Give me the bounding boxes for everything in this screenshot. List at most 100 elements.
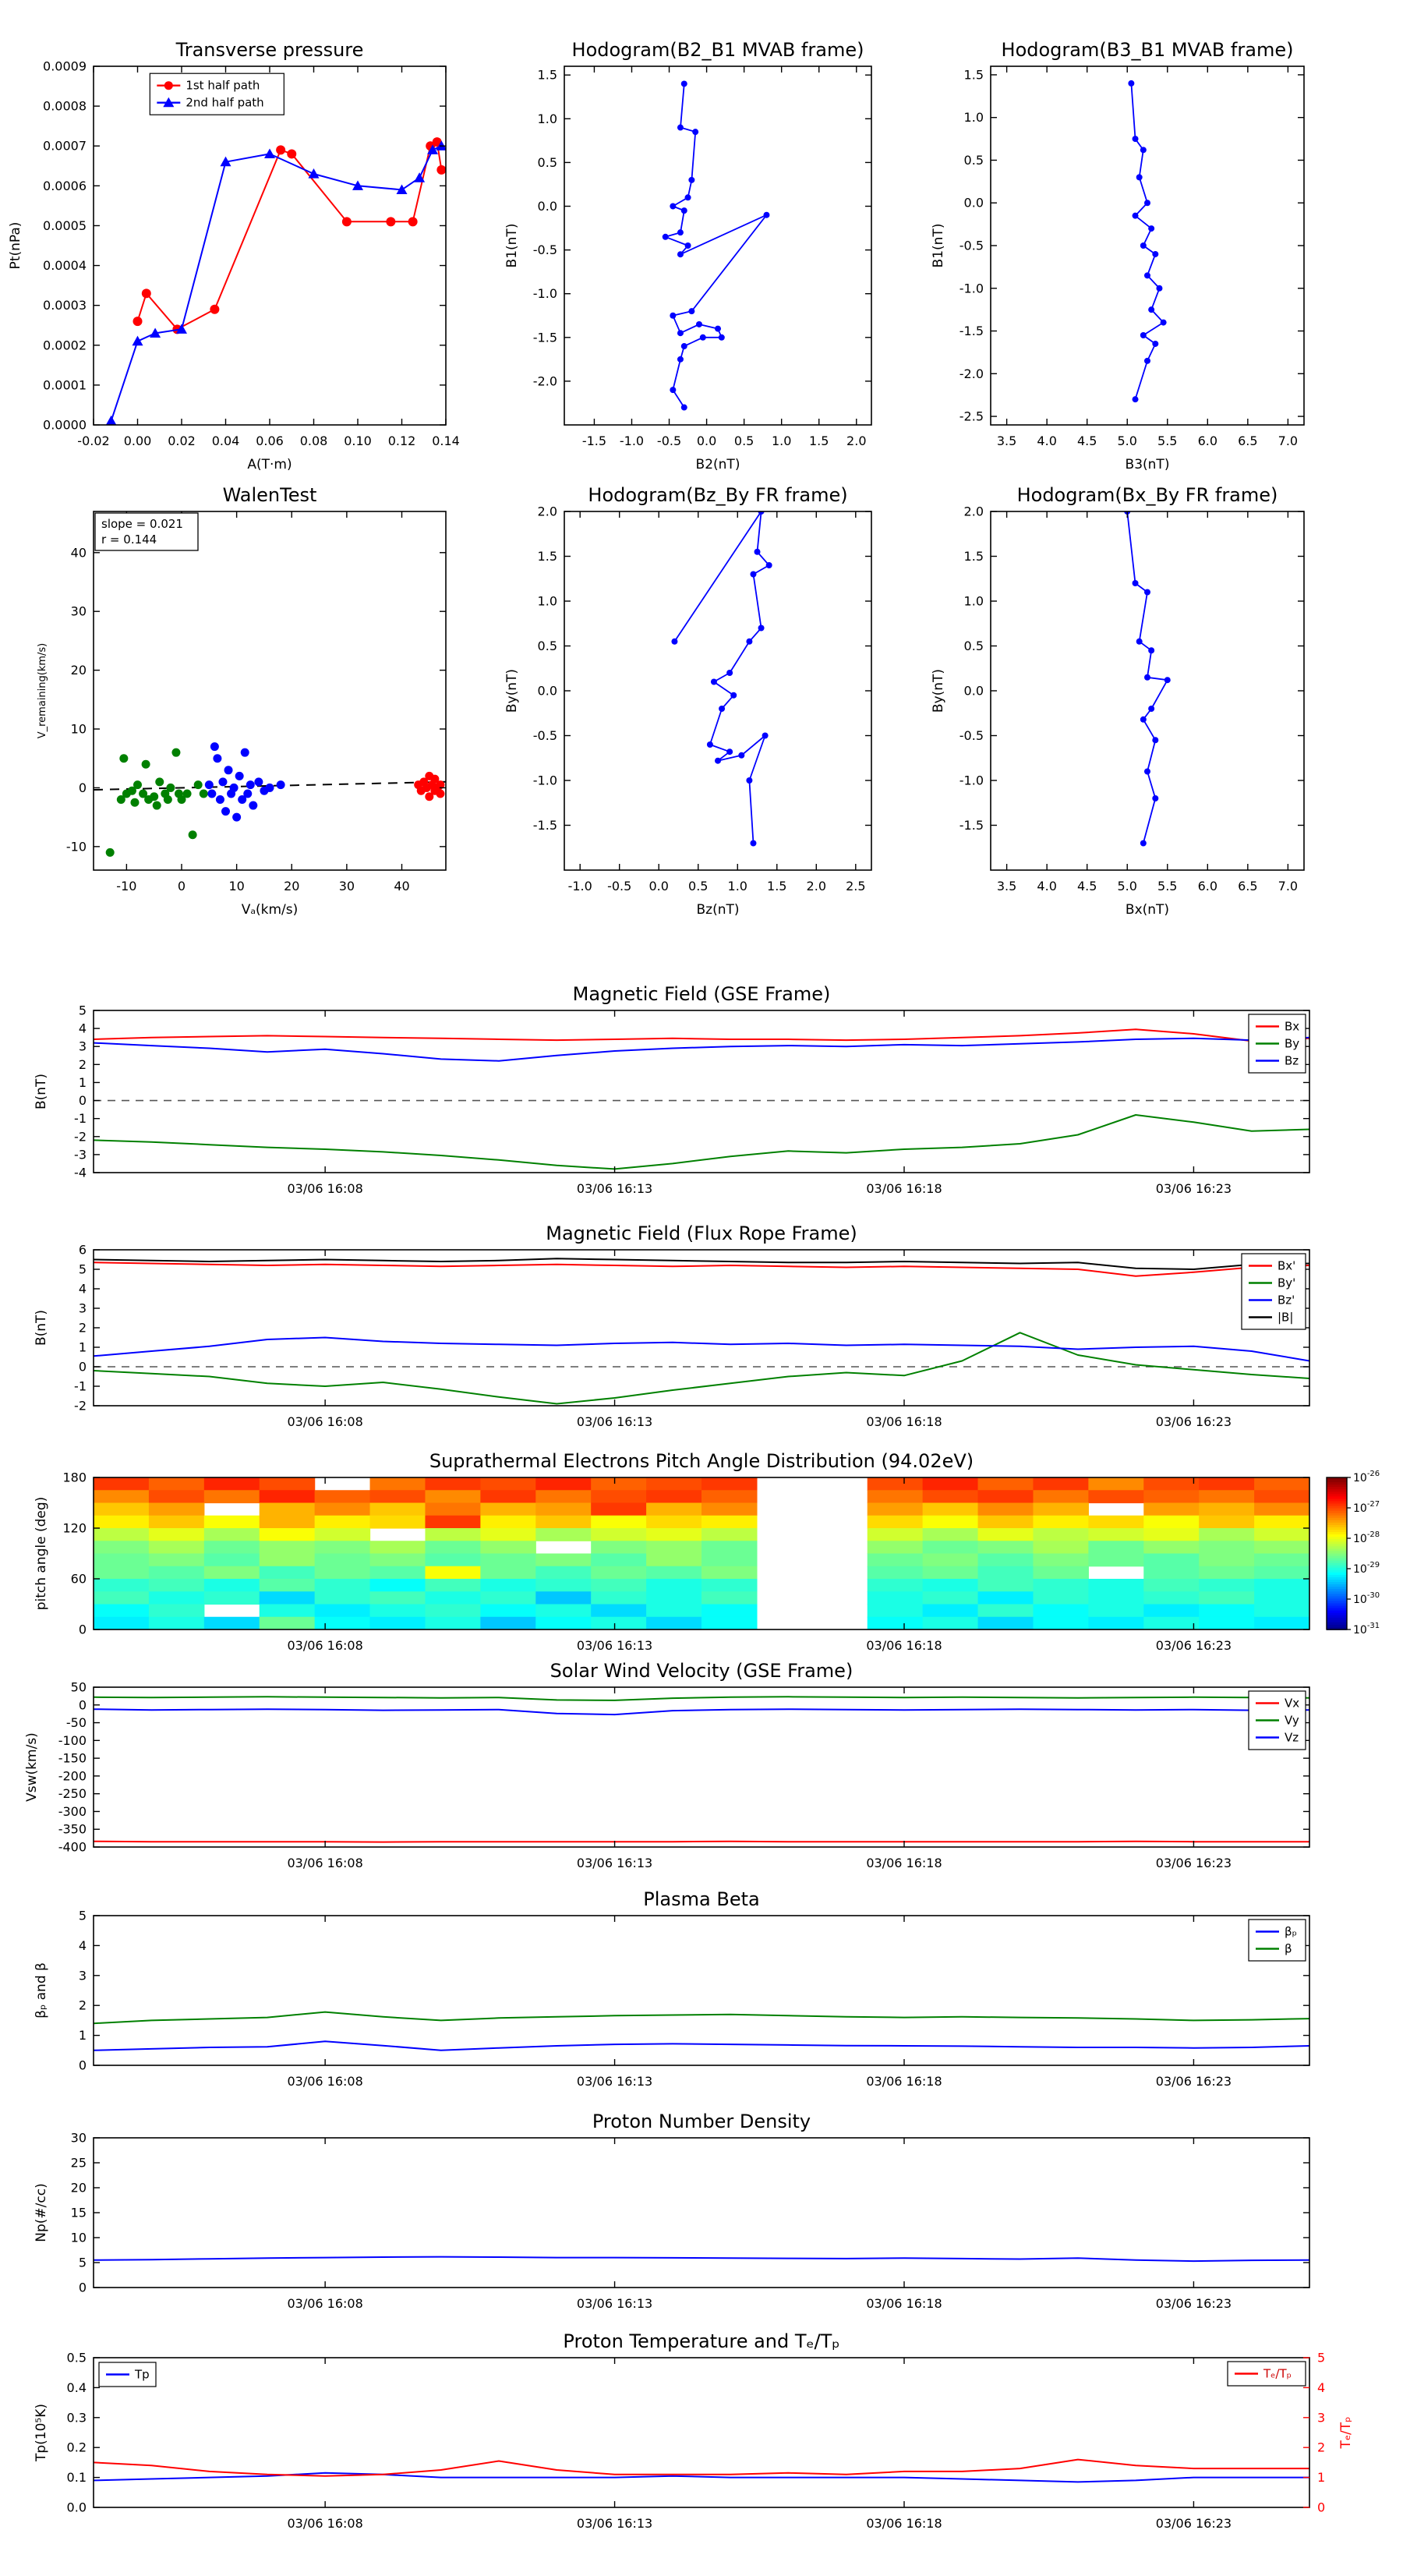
y-tick-label: 30 — [71, 604, 87, 619]
heatmap-cell — [1088, 1528, 1144, 1541]
marker — [193, 780, 203, 790]
x-tick-label: 0.5 — [734, 433, 754, 448]
marker — [436, 780, 445, 790]
marker — [436, 140, 446, 150]
x-tick-label: 5.5 — [1157, 433, 1177, 448]
y-tick-label: -2 — [74, 1129, 87, 1144]
marker — [276, 780, 285, 790]
right-tick-label: 0 — [1317, 2500, 1325, 2515]
colorbar-tick-label: 10-31 — [1353, 1622, 1380, 1637]
heatmap-cell — [535, 1591, 592, 1605]
heatmap-cell — [702, 1477, 758, 1491]
marker — [150, 327, 161, 338]
heatmap-cell — [94, 1604, 150, 1618]
y-tick-label: -1.0 — [533, 286, 557, 301]
heatmap-cell — [1143, 1553, 1200, 1567]
heatmap-cell — [1199, 1515, 1255, 1529]
x-tick-label: -0.5 — [657, 433, 681, 448]
legend-box — [149, 73, 284, 115]
marker — [408, 217, 418, 227]
heatmap-cell — [1088, 1616, 1144, 1629]
plot-area — [94, 742, 446, 857]
panel-title: Magnetic Field (Flux Rope Frame) — [546, 1223, 857, 1244]
heatmap-cell — [702, 1541, 758, 1555]
x-tick-label: 3.5 — [997, 433, 1016, 448]
marker — [677, 330, 684, 337]
heatmap-cell — [425, 1553, 481, 1567]
heatmap-cell — [94, 1566, 150, 1580]
marker — [677, 229, 684, 236]
heatmap-cell — [1199, 1566, 1255, 1580]
heatmap-cell — [977, 1515, 1034, 1529]
heatmap-cell — [535, 1616, 592, 1629]
y-tick-label: 0.0005 — [43, 218, 87, 233]
heatmap-cell — [977, 1579, 1034, 1592]
marker — [352, 180, 363, 190]
heatmap-cell — [480, 1616, 536, 1629]
heatmap-cell — [148, 1553, 205, 1567]
y-tick-label: 1.5 — [964, 67, 984, 82]
heatmap-cell — [867, 1566, 924, 1580]
marker — [1164, 677, 1171, 684]
colorbar-tick-label: 10-28 — [1353, 1530, 1380, 1545]
panel-title: Solar Wind Velocity (GSE Frame) — [550, 1660, 853, 1682]
heatmap-cell — [203, 1490, 260, 1504]
panel-p_magfr: 03/06 16:08 03/06 16:13 03/06 16:18 03/06 1… — [34, 1223, 1310, 1429]
x-tick-label: 03/06 16:13 — [577, 1414, 652, 1429]
x-tick-label: 4.0 — [1037, 879, 1056, 893]
heatmap-cell — [259, 1477, 316, 1491]
y-tick-label: 1 — [79, 2028, 87, 2043]
y-axis-label: B1(nT) — [504, 224, 520, 268]
marker — [171, 748, 181, 757]
series-line-Vz — [94, 1708, 1309, 1716]
marker — [238, 795, 247, 805]
heatmap-cell — [646, 1515, 702, 1529]
x-axis-label: Vₐ(km/s) — [242, 902, 299, 918]
marker — [1132, 212, 1139, 219]
y-tick-label: 0.0 — [964, 684, 984, 699]
heatmap-cell — [1088, 1477, 1144, 1491]
heatmap-cell — [369, 1604, 426, 1618]
colorbar — [1326, 1477, 1348, 1630]
heatmap-cell — [646, 1616, 702, 1629]
heatmap-cell — [148, 1579, 205, 1592]
marker — [152, 801, 161, 810]
y-tick-label: 0.0 — [67, 2500, 87, 2515]
plot-area — [1124, 511, 1171, 847]
heatmap-cell — [94, 1490, 150, 1504]
heatmap-cell — [1033, 1553, 1089, 1567]
heatmap-cell — [591, 1502, 647, 1516]
marker — [699, 334, 706, 341]
y-axis-label: By(nT) — [931, 669, 946, 713]
marker — [762, 732, 769, 739]
heatmap-cell — [1199, 1591, 1255, 1605]
marker — [765, 562, 772, 568]
marker — [746, 777, 753, 784]
y-tick-label: 60 — [71, 1572, 87, 1587]
heatmap-cell — [259, 1604, 316, 1618]
axes-frame — [93, 2357, 1310, 2508]
marker — [719, 706, 726, 712]
marker — [166, 783, 175, 792]
y-tick-label: -0.5 — [533, 728, 557, 743]
heatmap-cell — [425, 1591, 481, 1605]
panel-title: Hodogram(B3_B1 MVAB frame) — [1002, 39, 1294, 61]
series-line-Bz — [94, 1036, 1309, 1062]
marker — [695, 320, 702, 327]
x-tick-label: 5.5 — [1157, 879, 1177, 893]
marker — [188, 830, 197, 840]
y-tick-label: 25 — [71, 2156, 87, 2171]
x-tick-label: 6.5 — [1238, 433, 1257, 448]
marker — [1132, 396, 1139, 403]
heatmap-cell — [203, 1616, 260, 1629]
y-tick-label: 0 — [79, 1622, 87, 1637]
series-line-Bx' — [94, 1261, 1309, 1277]
heatmap-cell — [867, 1579, 924, 1592]
heatmap-cell — [535, 1566, 592, 1580]
heatmap-cell — [535, 1477, 592, 1491]
heatmap-cell — [148, 1528, 205, 1541]
heatmap-cell — [1143, 1591, 1200, 1605]
x-tick-label: 0.02 — [168, 433, 196, 448]
panel-p_maggse: 03/06 16:08 03/06 16:13 03/06 16:18 03/06 1… — [34, 983, 1310, 1196]
x-tick-label: 03/06 16:13 — [577, 1856, 652, 1870]
